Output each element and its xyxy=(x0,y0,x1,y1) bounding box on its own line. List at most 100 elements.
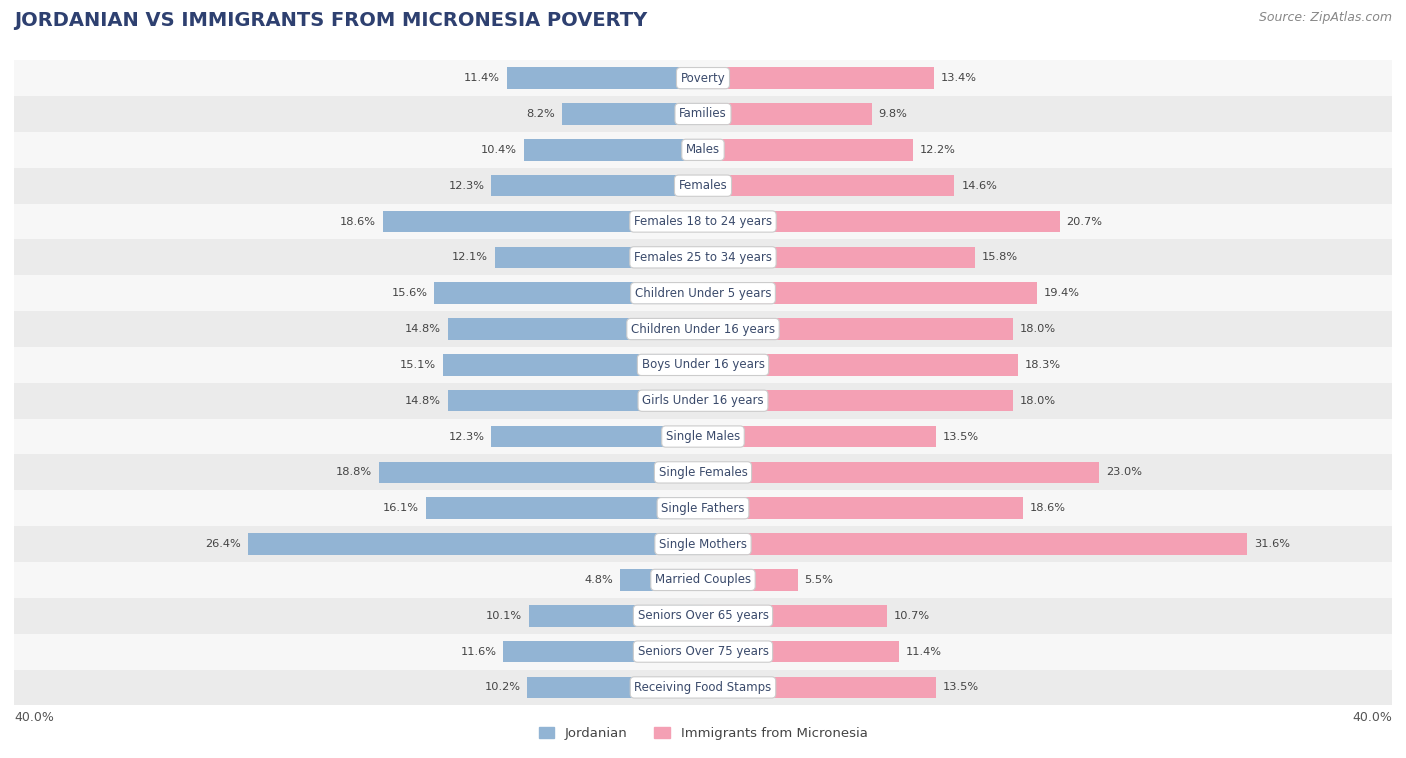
Text: 11.6%: 11.6% xyxy=(460,647,496,656)
Text: Boys Under 16 years: Boys Under 16 years xyxy=(641,359,765,371)
Text: 18.0%: 18.0% xyxy=(1019,396,1056,406)
Bar xyxy=(703,354,1018,376)
Text: 18.0%: 18.0% xyxy=(1019,324,1056,334)
Bar xyxy=(14,383,1392,418)
Bar xyxy=(14,598,1392,634)
Text: Poverty: Poverty xyxy=(681,72,725,85)
Bar xyxy=(703,67,934,89)
Text: 14.8%: 14.8% xyxy=(405,324,441,334)
Bar xyxy=(14,526,1392,562)
Bar xyxy=(527,677,703,698)
Bar xyxy=(14,347,1392,383)
Text: 40.0%: 40.0% xyxy=(1353,711,1392,724)
Text: Source: ZipAtlas.com: Source: ZipAtlas.com xyxy=(1258,11,1392,24)
Text: 18.3%: 18.3% xyxy=(1025,360,1062,370)
Bar xyxy=(443,354,703,376)
Bar xyxy=(14,132,1392,168)
Text: Females 18 to 24 years: Females 18 to 24 years xyxy=(634,215,772,228)
Bar xyxy=(703,426,935,447)
Text: 18.6%: 18.6% xyxy=(1031,503,1066,513)
Text: Females 25 to 34 years: Females 25 to 34 years xyxy=(634,251,772,264)
Bar xyxy=(14,240,1392,275)
Text: 8.2%: 8.2% xyxy=(526,109,555,119)
Bar xyxy=(495,246,703,268)
Bar xyxy=(14,562,1392,598)
Text: Receiving Food Stamps: Receiving Food Stamps xyxy=(634,681,772,694)
Text: Married Couples: Married Couples xyxy=(655,573,751,587)
Text: 23.0%: 23.0% xyxy=(1107,468,1142,478)
Text: 18.8%: 18.8% xyxy=(336,468,373,478)
Text: 13.5%: 13.5% xyxy=(942,431,979,442)
Text: Seniors Over 65 years: Seniors Over 65 years xyxy=(637,609,769,622)
Bar xyxy=(703,390,1012,412)
Bar xyxy=(491,175,703,196)
Text: Girls Under 16 years: Girls Under 16 years xyxy=(643,394,763,407)
Bar xyxy=(249,534,703,555)
Text: 10.7%: 10.7% xyxy=(894,611,931,621)
Bar xyxy=(506,67,703,89)
Text: Males: Males xyxy=(686,143,720,156)
Text: 31.6%: 31.6% xyxy=(1254,539,1291,549)
Text: 15.1%: 15.1% xyxy=(399,360,436,370)
Bar xyxy=(703,677,935,698)
Text: Single Mothers: Single Mothers xyxy=(659,537,747,550)
Text: Families: Families xyxy=(679,108,727,121)
Bar xyxy=(562,103,703,125)
Bar xyxy=(14,204,1392,240)
Bar xyxy=(14,168,1392,204)
Text: 16.1%: 16.1% xyxy=(382,503,419,513)
Text: 11.4%: 11.4% xyxy=(907,647,942,656)
Bar xyxy=(14,669,1392,706)
Text: Single Fathers: Single Fathers xyxy=(661,502,745,515)
Bar xyxy=(703,534,1247,555)
Text: 15.6%: 15.6% xyxy=(391,288,427,298)
Bar xyxy=(503,641,703,662)
Text: Females: Females xyxy=(679,179,727,193)
Bar xyxy=(14,490,1392,526)
Text: 9.8%: 9.8% xyxy=(879,109,907,119)
Text: 12.1%: 12.1% xyxy=(451,252,488,262)
Text: 12.3%: 12.3% xyxy=(449,180,484,191)
Bar xyxy=(529,605,703,627)
Bar xyxy=(524,139,703,161)
Bar xyxy=(703,462,1099,483)
Bar xyxy=(703,211,1060,232)
Bar xyxy=(703,605,887,627)
Bar xyxy=(703,246,976,268)
Text: 20.7%: 20.7% xyxy=(1066,217,1102,227)
Text: Single Females: Single Females xyxy=(658,466,748,479)
Text: 13.4%: 13.4% xyxy=(941,74,977,83)
Bar xyxy=(14,311,1392,347)
Text: 26.4%: 26.4% xyxy=(205,539,242,549)
Bar xyxy=(449,390,703,412)
Legend: Jordanian, Immigrants from Micronesia: Jordanian, Immigrants from Micronesia xyxy=(533,722,873,745)
Text: 10.4%: 10.4% xyxy=(481,145,517,155)
Text: 12.3%: 12.3% xyxy=(449,431,484,442)
Text: 18.6%: 18.6% xyxy=(340,217,375,227)
Bar xyxy=(449,318,703,340)
Bar xyxy=(14,60,1392,96)
Text: 40.0%: 40.0% xyxy=(14,711,53,724)
Text: 12.2%: 12.2% xyxy=(920,145,956,155)
Text: 15.8%: 15.8% xyxy=(981,252,1018,262)
Bar xyxy=(14,275,1392,311)
Bar xyxy=(703,318,1012,340)
Text: 14.6%: 14.6% xyxy=(962,180,997,191)
Bar xyxy=(434,283,703,304)
Bar xyxy=(703,283,1038,304)
Text: 4.8%: 4.8% xyxy=(585,575,613,585)
Text: Children Under 16 years: Children Under 16 years xyxy=(631,323,775,336)
Text: 14.8%: 14.8% xyxy=(405,396,441,406)
Bar xyxy=(426,497,703,519)
Bar xyxy=(703,569,797,590)
Bar xyxy=(382,211,703,232)
Text: 10.2%: 10.2% xyxy=(485,682,520,692)
Text: Seniors Over 75 years: Seniors Over 75 years xyxy=(637,645,769,658)
Bar xyxy=(620,569,703,590)
Text: 11.4%: 11.4% xyxy=(464,74,499,83)
Bar xyxy=(703,139,912,161)
Bar xyxy=(14,418,1392,455)
Bar xyxy=(703,497,1024,519)
Text: 13.5%: 13.5% xyxy=(942,682,979,692)
Bar xyxy=(703,103,872,125)
